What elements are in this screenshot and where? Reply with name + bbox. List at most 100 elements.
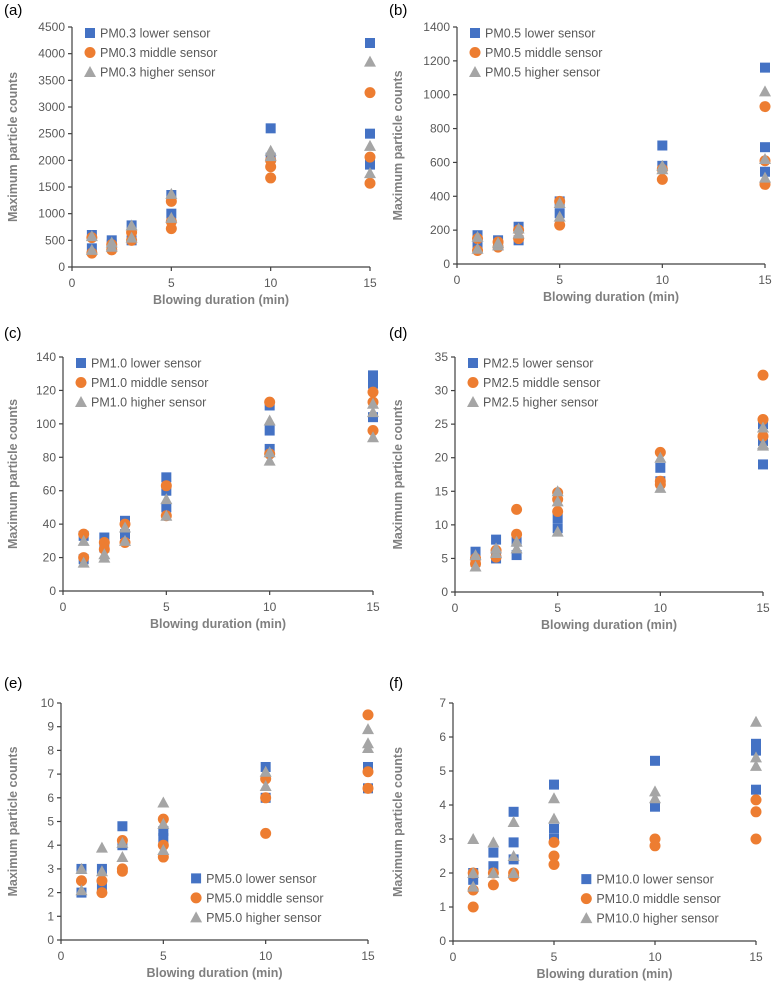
- scatter-chart: (c) 0 20 40 60 80 100 120 140 0 5 10 15 Blowing durat…: [4, 325, 380, 631]
- legend-marker-circle: [84, 47, 96, 58]
- x-tick-label: 15: [758, 273, 772, 287]
- legend-label: PM1.0 lower sensor: [91, 357, 201, 371]
- data-point: [264, 425, 275, 436]
- data-point: [85, 243, 98, 255]
- data-point: [757, 430, 769, 442]
- data-point: [507, 850, 520, 861]
- data-point: [77, 534, 90, 546]
- data-point: [649, 792, 661, 804]
- data-point: [165, 187, 178, 199]
- y-tick-label: 1400: [423, 20, 450, 34]
- y-tick-label: 4500: [38, 20, 65, 34]
- y-tick-label: 6: [47, 791, 54, 805]
- data-point: [488, 847, 499, 858]
- data-point: [368, 370, 378, 381]
- y-tick-label: 7: [439, 696, 446, 710]
- data-point: [759, 85, 771, 97]
- x-tick-label: 10: [264, 276, 278, 290]
- legend-marker-triangle: [84, 66, 96, 77]
- data-point: [510, 542, 523, 554]
- data-point: [75, 875, 87, 887]
- chart-panel-e: (e) 0 1 2 3 4 5 6 7 8 9 10 0 5 10 15 Blowing duration (m…: [0, 650, 386, 985]
- data-point: [125, 219, 138, 231]
- data-point: [553, 210, 566, 222]
- data-point: [553, 197, 566, 209]
- chart-panel-d: (d) 0 5 10 15 20 25 30 35 0 5 10 15 Blowing duration …: [385, 320, 771, 640]
- legend-label: PM0.5 higher sensor: [485, 66, 600, 80]
- series-higher: [469, 421, 769, 572]
- y-tick-label: 0: [58, 260, 65, 274]
- y-tick-label: 1500: [38, 180, 65, 194]
- y-axis-title: Maximum particle counts: [391, 399, 405, 549]
- data-point: [551, 525, 564, 537]
- data-point: [364, 151, 376, 163]
- chart-panel-c: (c) 0 20 40 60 80 100 120 140 0 5 10 15 Blowing durat…: [0, 320, 386, 640]
- data-point: [511, 503, 523, 515]
- data-point: [364, 55, 376, 67]
- data-point: [757, 439, 769, 451]
- data-point: [364, 167, 376, 179]
- legend-marker-circle: [75, 377, 87, 388]
- data-point: [95, 865, 108, 877]
- legend-marker-square: [85, 28, 95, 38]
- data-point: [264, 150, 277, 162]
- y-tick-label: 1: [47, 909, 54, 923]
- data-point: [362, 742, 374, 754]
- y-tick-label: 80: [43, 450, 57, 464]
- data-point: [751, 745, 761, 756]
- legend-marker-triangle: [469, 66, 481, 77]
- y-axis-title: Maximum particle counts: [391, 747, 405, 897]
- data-point: [548, 850, 560, 862]
- legend-label: PM5.0 middle sensor: [206, 891, 323, 905]
- y-tick-label: 3000: [38, 100, 65, 114]
- chart-panel-f: (f) 0 1 2 3 4 5 6 7 0 5 10 15 Blowing duration (min) M…: [385, 650, 771, 985]
- legend-label: PM0.3 higher sensor: [100, 66, 215, 80]
- data-point: [751, 784, 761, 795]
- y-tick-label: 500: [45, 233, 65, 247]
- x-tick-label: 0: [454, 273, 461, 287]
- x-tick-label: 15: [363, 276, 377, 290]
- x-axis-title: Blowing duration (min): [150, 617, 286, 631]
- x-tick-label: 0: [450, 950, 457, 964]
- y-tick-label: 5: [441, 551, 448, 565]
- legend-label: PM10.0 lower sensor: [596, 873, 713, 887]
- series-lower: [468, 738, 761, 885]
- y-tick-label: 0: [443, 257, 450, 271]
- series-higher: [85, 55, 376, 255]
- data-point: [469, 549, 482, 561]
- data-point: [757, 413, 769, 425]
- chart-panel-a: (a) 0 500 1000 1500 2000 2500 3000 3500 4000 4500 0…: [0, 0, 386, 320]
- data-point: [650, 755, 660, 766]
- series-higher: [467, 715, 762, 892]
- data-point: [367, 425, 379, 437]
- y-tick-label: 10: [435, 518, 449, 532]
- data-point: [654, 481, 667, 493]
- y-tick-label: 1000: [423, 88, 450, 102]
- data-point: [554, 219, 566, 231]
- legend-label: PM0.3 lower sensor: [100, 27, 210, 41]
- y-tick-label: 0: [49, 584, 56, 598]
- y-tick-label: 140: [36, 350, 56, 364]
- data-point: [759, 171, 771, 183]
- legend-label: PM2.5 lower sensor: [483, 357, 593, 371]
- data-point: [263, 446, 276, 458]
- y-tick-label: 10: [41, 696, 55, 710]
- data-point: [362, 709, 374, 721]
- data-point: [751, 738, 761, 749]
- legend-marker-circle: [467, 377, 479, 388]
- legend-marker-circle: [580, 893, 592, 905]
- data-point: [367, 397, 379, 409]
- data-point: [161, 502, 172, 513]
- data-point: [657, 140, 668, 151]
- series-lower: [472, 62, 770, 253]
- data-point: [551, 485, 564, 497]
- data-point: [77, 556, 90, 568]
- y-axis-title: Maximum particle counts: [391, 70, 405, 220]
- x-tick-label: 10: [656, 273, 670, 287]
- data-point: [264, 396, 276, 408]
- y-tick-label: 600: [430, 155, 450, 169]
- data-point: [548, 792, 560, 804]
- data-point: [85, 230, 98, 242]
- data-point: [549, 779, 559, 790]
- y-tick-label: 15: [435, 484, 449, 498]
